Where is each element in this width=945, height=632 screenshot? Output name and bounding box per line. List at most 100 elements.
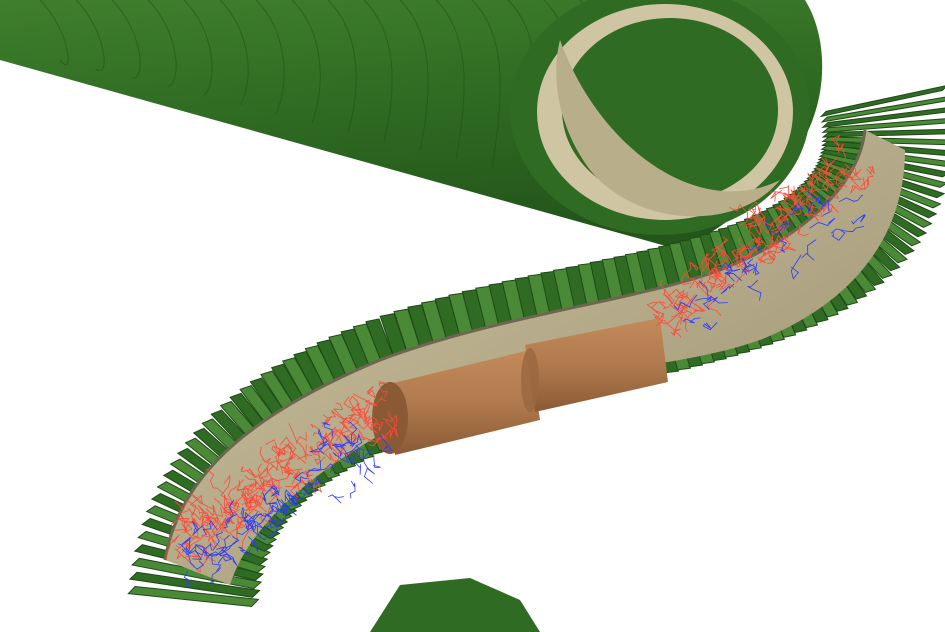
- particle-track: [741, 257, 748, 274]
- particle-track: [186, 517, 201, 533]
- bottom-block: [370, 578, 540, 632]
- particle-track: [714, 244, 726, 263]
- tube-ring-line: [39, 0, 69, 66]
- particle-track: [372, 454, 381, 468]
- particle-track: [277, 457, 301, 481]
- particle-track: [224, 534, 240, 549]
- particle-track: [809, 217, 836, 229]
- particle-track: [761, 222, 775, 235]
- pipe-segment-2: [525, 318, 668, 412]
- particle-track: [686, 261, 699, 274]
- particle-track: [256, 521, 276, 538]
- particle-track: [314, 447, 326, 465]
- particle-track: [774, 207, 782, 222]
- particle-track: [334, 446, 343, 457]
- particle-track: [266, 478, 280, 490]
- particle-track: [770, 190, 783, 202]
- particle-track: [820, 199, 830, 216]
- particle-track: [347, 411, 364, 420]
- tunnel-rib: [128, 571, 261, 598]
- particle-track: [379, 435, 393, 453]
- particle-track: [752, 262, 760, 276]
- particle-track: [244, 475, 266, 496]
- particle-track: [678, 293, 693, 315]
- tube-ring-line: [363, 0, 393, 142]
- particle-track: [282, 502, 298, 516]
- particle-track: [328, 494, 344, 504]
- particle-track: [803, 209, 820, 222]
- particle-track: [165, 534, 180, 559]
- particle-track: [240, 466, 255, 477]
- particle-track: [695, 280, 709, 301]
- particle-track: [338, 431, 356, 442]
- particle-track: [205, 468, 224, 495]
- particle-track: [288, 423, 307, 456]
- tube-ring-line: [255, 0, 285, 115]
- particle-track: [307, 479, 323, 494]
- particle-track: [660, 279, 680, 312]
- particle-track: [724, 271, 742, 282]
- particle-track: [178, 543, 206, 554]
- particle-track: [309, 446, 321, 458]
- particle-track: [707, 239, 727, 265]
- particle-track: [714, 276, 727, 291]
- particle-track: [181, 548, 205, 570]
- particle-tracks: [165, 135, 875, 588]
- particle-track: [216, 545, 234, 559]
- particle-track: [847, 166, 862, 178]
- particle-track: [681, 295, 706, 312]
- particle-track: [268, 517, 285, 529]
- particle-track: [736, 247, 745, 266]
- particle-track: [746, 235, 760, 248]
- particle-track: [304, 480, 316, 492]
- particle-track: [227, 479, 244, 505]
- particle-track: [777, 240, 796, 251]
- particle-track: [176, 544, 200, 559]
- particle-track: [243, 520, 271, 541]
- particle-track: [668, 288, 685, 300]
- particle-track: [333, 425, 351, 442]
- particle-track: [760, 236, 779, 249]
- particle-track: [711, 236, 729, 253]
- particle-track: [246, 482, 262, 505]
- particle-track: [778, 220, 791, 230]
- particle-track: [243, 497, 262, 508]
- particle-track: [353, 393, 378, 407]
- particle-track: [779, 184, 790, 204]
- particle-track: [177, 516, 193, 533]
- particle-track: [286, 491, 298, 501]
- particle-track: [305, 476, 324, 489]
- particle-track: [213, 497, 235, 516]
- particle-track: [831, 228, 846, 241]
- particle-track: [779, 239, 787, 253]
- tube-ring-line: [471, 0, 501, 169]
- particle-track: [818, 157, 837, 181]
- particle-track: [369, 421, 380, 434]
- particle-track: [267, 463, 279, 482]
- particle-track: [262, 492, 278, 505]
- particle-track: [824, 195, 834, 213]
- particle-track: [720, 261, 741, 272]
- particle-track: [773, 234, 785, 249]
- particle-track: [275, 499, 289, 517]
- particle-track: [348, 410, 365, 430]
- particle-track: [673, 294, 698, 311]
- large-tube: [0, 0, 823, 250]
- particle-track: [702, 322, 718, 331]
- tunnel-rib: [820, 96, 945, 123]
- particle-track: [314, 446, 339, 455]
- particle-track: [210, 567, 222, 583]
- particle-track: [324, 452, 341, 463]
- particle-track: [351, 435, 384, 448]
- particle-track: [720, 283, 735, 295]
- tube-ring-line: [435, 0, 465, 160]
- pipe-end-cap: [372, 382, 408, 454]
- particle-track: [254, 477, 268, 492]
- particle-track: [291, 488, 312, 500]
- particle-track: [838, 194, 864, 203]
- particle-track: [790, 254, 802, 280]
- particle-track: [672, 322, 682, 338]
- particle-track: [706, 295, 728, 304]
- particle-track: [296, 452, 309, 460]
- particle-track: [185, 546, 203, 560]
